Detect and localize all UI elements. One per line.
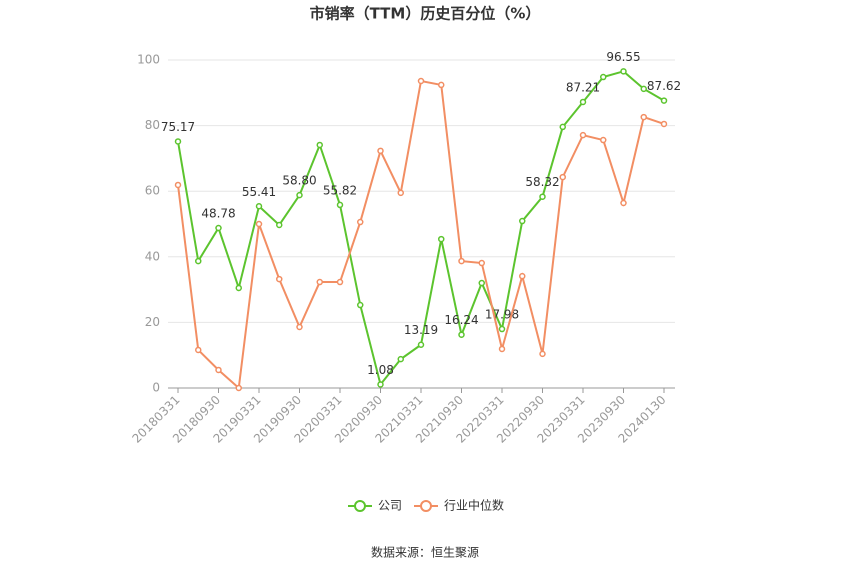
y-tick-label: 80 <box>145 118 160 132</box>
data-point <box>579 131 587 139</box>
data-point <box>478 279 485 287</box>
data-point <box>640 113 647 121</box>
legend-marker <box>420 500 432 512</box>
data-point <box>195 257 202 265</box>
data-point <box>417 77 425 85</box>
data-point <box>357 301 364 309</box>
data-label: 16.24 <box>444 313 478 327</box>
y-tick-label: 40 <box>145 249 160 263</box>
data-point <box>600 73 607 81</box>
data-point <box>397 189 404 197</box>
data-point <box>660 97 668 104</box>
data-point <box>640 85 647 93</box>
data-point <box>438 81 445 89</box>
data-label: 17.98 <box>485 308 519 322</box>
data-point <box>377 381 384 388</box>
data-point <box>235 284 242 292</box>
data-point <box>559 123 566 131</box>
data-point <box>255 220 263 228</box>
data-point <box>215 366 222 374</box>
data-point <box>296 191 303 199</box>
data-point <box>316 278 323 286</box>
data-label: 87.62 <box>647 79 681 93</box>
data-point <box>276 275 283 283</box>
chart-title: 市销率（TTM）历史百分位（%） <box>310 5 541 23</box>
data-point <box>276 221 283 229</box>
data-point <box>255 203 263 210</box>
data-point <box>660 120 668 128</box>
legend-marker <box>354 500 366 512</box>
data-point <box>519 217 526 225</box>
data-point <box>620 199 627 207</box>
data-point <box>600 136 607 144</box>
data-point <box>498 345 506 353</box>
data-point <box>539 193 546 200</box>
data-label: 75.17 <box>161 120 195 134</box>
data-label: 87.21 <box>566 80 600 94</box>
data-point <box>195 346 202 354</box>
data-point <box>377 147 384 155</box>
source-note: 数据来源：恒生聚源 <box>371 545 479 560</box>
data-point <box>458 257 465 265</box>
data-label: 55.41 <box>242 185 276 199</box>
data-point <box>336 278 344 286</box>
data-label: 48.78 <box>201 207 235 221</box>
data-point <box>478 259 485 267</box>
data-point <box>438 235 445 243</box>
data-point <box>296 323 303 331</box>
data-point <box>316 141 323 149</box>
y-tick-label: 100 <box>137 53 160 67</box>
data-point <box>397 355 404 363</box>
data-label: 58.32 <box>525 175 559 189</box>
legend-label: 公司 <box>378 499 402 513</box>
data-point <box>559 173 566 181</box>
data-point <box>215 224 222 232</box>
series-line <box>177 70 665 387</box>
y-tick-label: 20 <box>145 315 160 329</box>
data-label: 13.19 <box>404 323 438 337</box>
data-point <box>539 350 546 358</box>
data-point <box>336 201 344 209</box>
data-point <box>519 272 526 280</box>
data-point <box>620 68 627 75</box>
data-point <box>498 325 506 333</box>
legend-item: 公司 <box>348 499 402 513</box>
data-label: 55.82 <box>323 183 357 197</box>
data-point <box>417 341 425 348</box>
data-label: 1.08 <box>367 363 394 377</box>
data-point <box>579 98 587 106</box>
data-label: 58.80 <box>282 174 316 188</box>
data-point <box>174 181 182 189</box>
y-tick-label: 0 <box>152 381 160 395</box>
data-point <box>458 331 465 338</box>
data-point <box>235 384 242 392</box>
data-point <box>174 138 182 145</box>
data-point <box>357 218 364 226</box>
y-tick-label: 60 <box>145 184 160 198</box>
legend-label: 行业中位数 <box>444 498 504 513</box>
data-label: 96.55 <box>606 50 640 64</box>
legend-item: 行业中位数 <box>414 498 504 513</box>
